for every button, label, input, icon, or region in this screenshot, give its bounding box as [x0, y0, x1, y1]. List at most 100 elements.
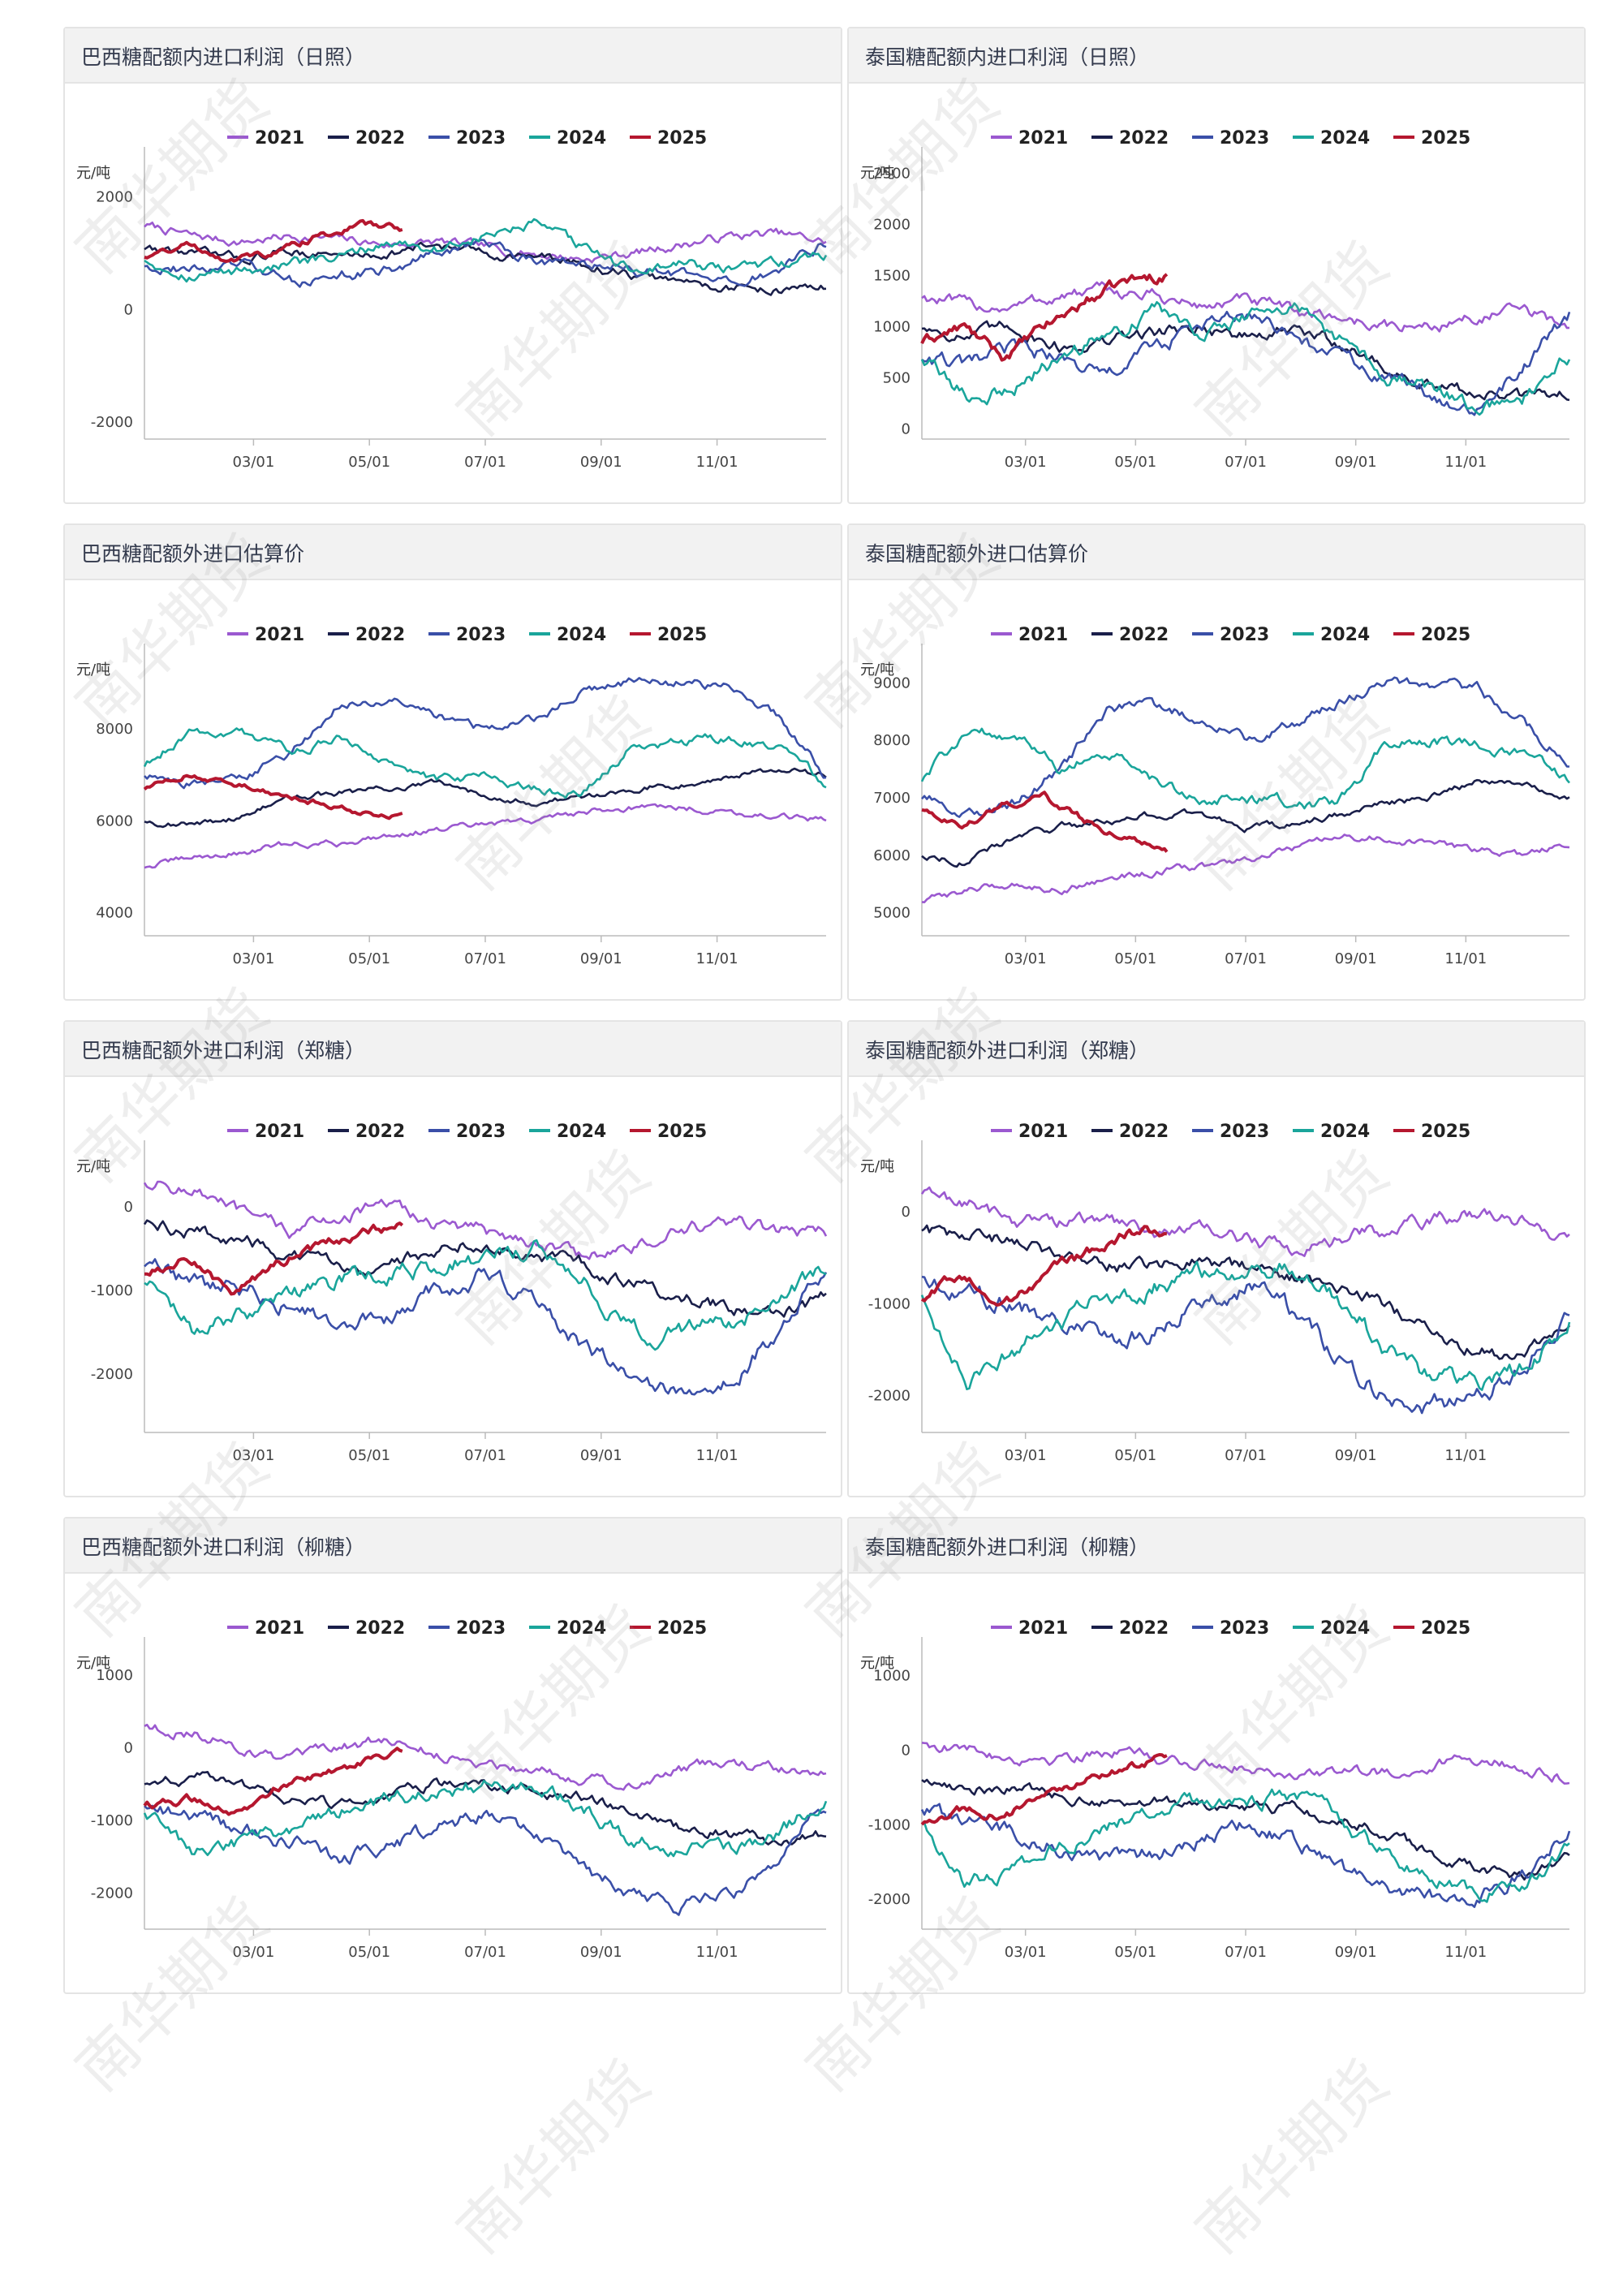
x-tick-label: 07/01	[1225, 1944, 1267, 1961]
x-tick-label: 09/01	[1335, 950, 1377, 967]
chart-plot: 2021 2022 2023 2024 2025 元/吨 -2000 -1000 0 03/01 0…	[860, 1122, 1571, 1464]
legend-label-2025: 2025	[1421, 1122, 1470, 1142]
legend-label-2021: 2021	[255, 625, 304, 645]
y-tick-label: -2000	[868, 1388, 911, 1405]
x-tick-label: 11/01	[696, 950, 738, 967]
y-tick-label: -1000	[868, 1816, 911, 1833]
y-tick-label: -2000	[91, 414, 133, 431]
x-tick-label: 05/01	[348, 454, 390, 471]
chart-header: 泰国糖配额内进口利润（日照）	[849, 28, 1584, 84]
y-tick-label: 0	[124, 1739, 133, 1756]
series-line-2024	[144, 1238, 827, 1351]
series-line-2023	[144, 1258, 828, 1396]
legend-label-2021: 2021	[255, 1122, 304, 1142]
chart-panel-2: 泰国糖配额内进口利润（日照） 2021 2022 2023 2024 2025 元/吨 0 50…	[847, 27, 1586, 504]
legend-label-2025: 2025	[1421, 128, 1470, 149]
legend-label-2025: 2025	[657, 128, 707, 149]
x-tick-label: 07/01	[464, 1447, 506, 1464]
x-tick-label: 11/01	[1444, 454, 1487, 471]
legend-label-2025: 2025	[657, 625, 707, 645]
series-line-2025	[144, 1221, 404, 1296]
series-line-2024	[920, 300, 1571, 416]
chart-panel-5: 巴西糖配额外进口利润（郑糖） 2021 2022 2023 2024 2025 元/吨 -20…	[63, 1020, 842, 1497]
y-tick-label: 1000	[873, 318, 911, 335]
x-tick-label: 11/01	[1444, 1447, 1487, 1464]
x-tick-label: 09/01	[580, 454, 622, 471]
x-tick-label: 09/01	[580, 1944, 622, 1961]
series-line-2024	[144, 218, 828, 283]
series-line-2021	[144, 222, 827, 264]
legend-label-2025: 2025	[657, 1618, 707, 1639]
legend-label-2024: 2024	[1320, 1122, 1370, 1142]
x-tick-label: 09/01	[1335, 1447, 1377, 1464]
y-tick-label: -1000	[868, 1295, 911, 1312]
y-tick-label: 2000	[873, 217, 911, 234]
legend-label-2021: 2021	[255, 1618, 304, 1639]
x-tick-label: 07/01	[1225, 950, 1267, 967]
chart-title: 巴西糖配额外进口估算价	[81, 542, 305, 566]
y-axis-unit: 元/吨	[76, 1158, 110, 1175]
series-line-2023	[144, 1804, 827, 1916]
series-line-2025	[921, 790, 1169, 853]
series-line-2025	[143, 1747, 403, 1816]
legend-label-2021: 2021	[1018, 625, 1068, 645]
series-line-2023	[921, 310, 1571, 416]
x-tick-label: 03/01	[1005, 454, 1047, 471]
legend-label-2024: 2024	[557, 1618, 606, 1639]
x-tick-label: 07/01	[464, 454, 506, 471]
y-tick-label: 0	[124, 301, 133, 318]
y-tick-label: 8000	[96, 721, 133, 738]
x-tick-label: 11/01	[696, 454, 738, 471]
legend-label-2022: 2022	[1119, 625, 1169, 645]
y-tick-label: 4000	[96, 905, 133, 922]
y-tick-label: 0	[902, 420, 911, 437]
legend-label-2022: 2022	[355, 128, 405, 149]
y-tick-label: 500	[883, 369, 911, 386]
y-tick-label: 0	[902, 1204, 911, 1221]
y-tick-label: 1500	[873, 268, 911, 285]
series-line-2023	[921, 676, 1570, 818]
x-tick-label: 11/01	[1444, 1944, 1487, 1961]
chart-header: 泰国糖配额外进口估算价	[849, 525, 1584, 580]
legend-label-2022: 2022	[1119, 1618, 1169, 1639]
y-tick-label: 7000	[873, 790, 911, 807]
x-tick-label: 07/01	[464, 950, 506, 967]
y-tick-label: -2000	[91, 1885, 133, 1902]
legend-label-2022: 2022	[1119, 128, 1169, 149]
x-tick-label: 05/01	[348, 1447, 390, 1464]
legend-label-2024: 2024	[557, 625, 606, 645]
legend-label-2022: 2022	[355, 1122, 405, 1142]
y-tick-label: 6000	[96, 812, 133, 829]
chart-panel-3: 巴西糖配额外进口估算价 2021 2022 2023 2024 2025 元/吨 4000 60…	[63, 523, 842, 1001]
x-tick-label: 03/01	[1005, 1447, 1047, 1464]
series-line-2022	[921, 320, 1570, 402]
chart-title: 泰国糖配额外进口利润（柳糖）	[865, 1536, 1150, 1559]
legend-label-2022: 2022	[355, 625, 405, 645]
chart-panel-1: 巴西糖配额内进口利润（日照） 2021 2022 2023 2024 2025 元/吨 -20…	[63, 27, 842, 504]
series-line-2021	[921, 281, 1570, 333]
legend-label-2023: 2023	[456, 625, 506, 645]
y-tick-label: -1000	[91, 1812, 133, 1829]
legend-label-2023: 2023	[1220, 1122, 1269, 1142]
chart-plot: 2021 2022 2023 2024 2025 元/吨 4000 6000 8000 03/01…	[76, 625, 827, 967]
chart-header: 巴西糖配额内进口利润（日照）	[65, 28, 841, 84]
series-line-2024	[143, 1780, 828, 1858]
series-line-2021	[921, 834, 1570, 904]
y-axis-unit: 元/吨	[860, 1655, 894, 1672]
series-line-2022	[144, 767, 827, 829]
y-tick-label: 2000	[96, 189, 133, 206]
y-tick-label: 8000	[873, 732, 911, 749]
x-tick-label: 09/01	[1335, 1944, 1377, 1961]
y-axis-unit: 元/吨	[76, 165, 110, 182]
x-tick-label: 03/01	[232, 950, 274, 967]
legend-label-2024: 2024	[557, 1122, 606, 1142]
y-tick-label: -2000	[91, 1366, 133, 1383]
series-line-2025	[143, 773, 403, 821]
series-line-2021	[144, 1723, 827, 1791]
series-line-2021	[921, 1742, 1570, 1785]
y-axis-unit: 元/吨	[860, 1158, 894, 1175]
x-tick-label: 03/01	[1005, 1944, 1047, 1961]
chart-panel-8: 泰国糖配额外进口利润（柳糖） 2021 2022 2023 2024 2025 元/吨 -20…	[847, 1517, 1586, 1994]
series-line-2025	[144, 218, 403, 263]
y-tick-label: 5000	[873, 905, 911, 922]
